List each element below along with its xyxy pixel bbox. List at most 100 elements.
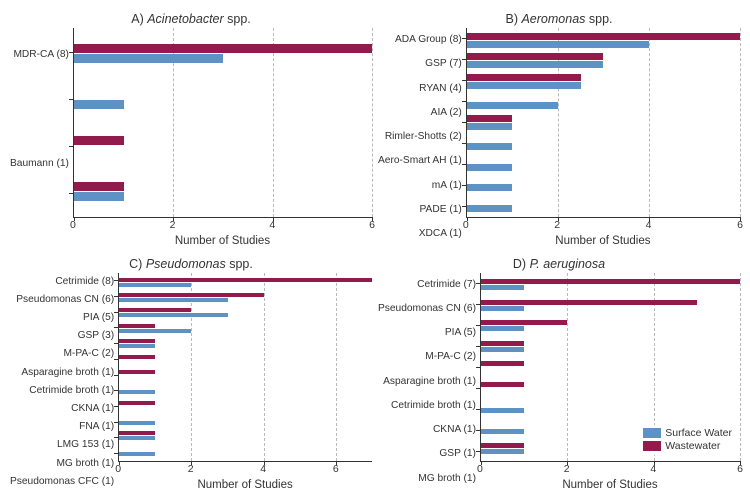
chart-grid: A) Acinetobacter spp. MDR-CA (8) Baumann … bbox=[10, 12, 740, 491]
category bbox=[467, 94, 740, 109]
category bbox=[119, 370, 372, 379]
y-labels-B: ADA Group (8)GSP (7)RYAN (4)AIA (2)Rimle… bbox=[378, 28, 466, 247]
bar-surface-water bbox=[119, 452, 155, 456]
category bbox=[481, 300, 740, 311]
bar-surface-water bbox=[481, 408, 524, 413]
bars bbox=[467, 28, 740, 217]
x-axis-title: Number of Studies bbox=[562, 479, 657, 491]
category bbox=[467, 33, 740, 48]
category bbox=[481, 382, 740, 393]
x-tick-label: 0 bbox=[70, 219, 76, 231]
x-axis: 0246Number of Studies bbox=[118, 462, 372, 476]
category bbox=[119, 293, 372, 302]
bars bbox=[119, 273, 372, 462]
x-tick-label: 2 bbox=[188, 463, 194, 475]
bar-surface-water bbox=[481, 326, 524, 331]
y-labels-A: MDR-CA (8) Baumann (1) bbox=[10, 28, 73, 247]
category bbox=[467, 176, 740, 191]
category bbox=[467, 156, 740, 171]
category bbox=[119, 339, 372, 348]
category bbox=[119, 401, 372, 410]
bar-surface-water bbox=[467, 123, 513, 130]
bar-surface-water bbox=[119, 390, 155, 394]
legend-swatch-wastewater bbox=[643, 441, 661, 451]
y-label bbox=[66, 105, 69, 115]
bar-surface-water bbox=[119, 436, 155, 440]
x-tick-label: 0 bbox=[115, 463, 121, 475]
category bbox=[467, 135, 740, 150]
y-label: LMG 153 (1) bbox=[57, 440, 114, 450]
y-label: GSP (3) bbox=[78, 331, 115, 341]
legend-swatch-surface-water bbox=[643, 428, 661, 438]
y-label: Pseudomonas CN (6) bbox=[378, 304, 476, 314]
x-tick-label: 0 bbox=[477, 463, 483, 475]
bar-surface-water bbox=[467, 184, 513, 191]
y-label: Aero-Smart AH (1) bbox=[378, 156, 462, 166]
chart-area-B bbox=[466, 28, 740, 218]
panel-A: A) Acinetobacter spp. MDR-CA (8) Baumann … bbox=[10, 12, 372, 247]
category bbox=[119, 416, 372, 425]
x-tick-label: 0 bbox=[463, 219, 469, 231]
x-tick-label: 4 bbox=[269, 219, 275, 231]
bar-wastewater bbox=[119, 401, 155, 405]
y-label bbox=[66, 214, 69, 224]
y-label: Pseudomonas CN (6) bbox=[16, 295, 114, 305]
bar-wastewater bbox=[467, 33, 740, 40]
bar-surface-water bbox=[481, 347, 524, 352]
category bbox=[481, 320, 740, 331]
y-label: PIA (5) bbox=[445, 328, 476, 338]
y-label: Baumann (1) bbox=[10, 159, 69, 169]
y-label: M-PA-C (2) bbox=[425, 352, 476, 362]
bar-wastewater bbox=[467, 53, 604, 60]
y-label: CKNA (1) bbox=[433, 425, 476, 435]
bar-wastewater bbox=[481, 320, 567, 325]
y-label: Pseudomonas CFC (1) bbox=[10, 477, 114, 487]
x-axis-title: Number of Studies bbox=[197, 479, 292, 491]
bar-surface-water bbox=[467, 205, 513, 212]
bar-surface-water bbox=[119, 329, 191, 333]
y-label: M-PA-C (2) bbox=[63, 349, 114, 359]
category bbox=[481, 341, 740, 352]
bar-surface-water bbox=[467, 41, 649, 48]
bar-wastewater bbox=[119, 308, 191, 312]
panel-title-C: C) Pseudomonas spp. bbox=[10, 257, 372, 271]
bar-wastewater bbox=[481, 341, 524, 346]
y-label: ADA Group (8) bbox=[395, 35, 462, 45]
y-label: Cetrimide (7) bbox=[417, 280, 476, 290]
x-tick-label: 2 bbox=[170, 219, 176, 231]
x-axis-title: Number of Studies bbox=[175, 235, 270, 247]
x-tick-label: 2 bbox=[564, 463, 570, 475]
category bbox=[119, 431, 372, 440]
bar-wastewater bbox=[119, 278, 372, 282]
category bbox=[119, 278, 372, 287]
panel-title-A: A) Acinetobacter spp. bbox=[10, 12, 372, 26]
bar-wastewater bbox=[119, 370, 155, 374]
bar-wastewater bbox=[74, 136, 124, 145]
y-label: mA (1) bbox=[432, 181, 462, 191]
category bbox=[74, 90, 372, 109]
bar-surface-water bbox=[481, 285, 524, 290]
y-label: Cetrimide broth (1) bbox=[29, 386, 114, 396]
panel-D: D) P. aeruginosaCetrimide (7)Pseudomonas… bbox=[378, 257, 740, 492]
y-label: Cetrimide broth (1) bbox=[391, 401, 476, 411]
category bbox=[119, 447, 372, 456]
y-label: RYAN (4) bbox=[419, 84, 462, 94]
y-label: MG broth (1) bbox=[56, 459, 114, 469]
y-label: Asparagine broth (1) bbox=[383, 377, 476, 387]
category bbox=[467, 197, 740, 212]
y-label: PIA (5) bbox=[83, 313, 114, 323]
bar-wastewater bbox=[481, 443, 524, 448]
category bbox=[481, 402, 740, 413]
y-label: Rimler-Shotts (2) bbox=[385, 132, 462, 142]
category bbox=[119, 324, 372, 333]
category bbox=[74, 182, 372, 201]
x-axis-title: Number of Studies bbox=[555, 235, 650, 247]
legend-label-wastewater: Wastewater bbox=[665, 440, 720, 453]
x-axis: 0246Number of Studies bbox=[466, 218, 740, 232]
x-axis: 0246Number of Studies bbox=[73, 218, 372, 232]
bar-wastewater bbox=[467, 115, 513, 122]
bar-wastewater bbox=[74, 44, 372, 53]
x-tick-label: 4 bbox=[650, 463, 656, 475]
bar-surface-water bbox=[74, 100, 124, 109]
y-label: GSP (7) bbox=[425, 59, 462, 69]
